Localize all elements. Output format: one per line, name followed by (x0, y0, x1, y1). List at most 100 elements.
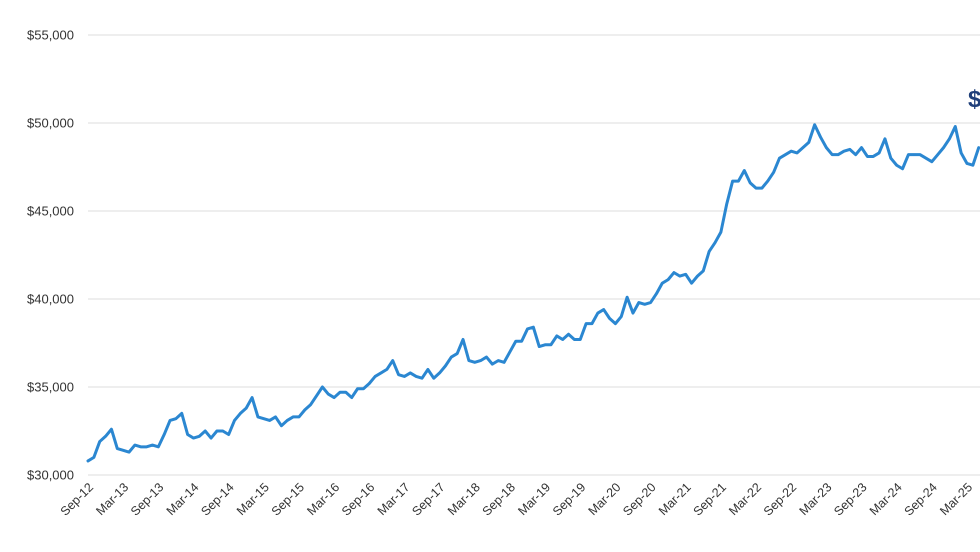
data-point (573, 338, 576, 341)
data-point (391, 359, 394, 362)
x-tick-label: Sep-12 (58, 480, 96, 518)
data-point (590, 322, 594, 325)
data-point (602, 308, 605, 311)
data-point (297, 415, 301, 419)
x-tick-label: Sep-13 (128, 480, 166, 518)
data-point (584, 322, 588, 325)
data-point (291, 415, 295, 419)
data-point (655, 292, 658, 295)
data-point (748, 181, 752, 185)
data-point (561, 338, 564, 341)
data-point (180, 412, 183, 415)
y-tick-label: $55,000 (27, 28, 74, 43)
data-point (661, 281, 664, 285)
data-point (625, 296, 629, 299)
data-point (596, 311, 600, 315)
data-point (157, 445, 160, 449)
data-point (162, 433, 166, 436)
data-point (502, 361, 506, 364)
data-point (954, 125, 957, 128)
data-point (649, 301, 652, 304)
data-point (362, 387, 365, 390)
data-point (971, 164, 975, 167)
data-point (121, 449, 125, 452)
data-point (280, 424, 283, 427)
data-point (92, 456, 96, 459)
data-point (473, 361, 476, 364)
data-point (719, 230, 723, 234)
data-point (444, 364, 447, 368)
data-point (543, 343, 547, 346)
data-point (555, 334, 558, 338)
end-value-label: $ (968, 86, 980, 113)
data-point (145, 445, 148, 449)
x-tick-label: Sep-14 (198, 480, 236, 518)
data-point (895, 164, 898, 167)
x-tick-label: Sep-17 (409, 480, 447, 518)
x-tick-label: Sep-23 (831, 480, 869, 518)
data-point (204, 429, 207, 433)
x-tick-label: Mar-20 (586, 480, 624, 518)
data-point (696, 274, 699, 278)
data-point (373, 375, 377, 378)
x-tick-label: Sep-22 (761, 480, 799, 518)
x-tick-label: Mar-23 (797, 480, 835, 518)
data-point (127, 450, 131, 454)
data-point (368, 382, 371, 385)
data-point (526, 327, 529, 331)
data-point (614, 322, 617, 325)
data-point (332, 396, 336, 399)
data-point (737, 179, 740, 183)
data-point (766, 179, 769, 183)
data-point (397, 373, 400, 376)
data-point (532, 325, 535, 329)
data-point (467, 359, 471, 362)
data-point (942, 146, 945, 149)
data-point (309, 403, 312, 406)
data-point (420, 377, 424, 380)
data-point (831, 153, 834, 156)
x-tick-label: Mar-19 (515, 480, 553, 518)
data-point (233, 419, 236, 422)
gridlines (88, 34, 980, 476)
data-point (350, 396, 353, 399)
x-tick-label: Sep-16 (339, 480, 377, 518)
data-point (725, 202, 728, 206)
x-tick-label: Sep-21 (691, 480, 729, 518)
data-point (168, 419, 172, 422)
data-point (227, 433, 230, 436)
data-point (860, 146, 863, 149)
x-tick-label: Sep-19 (550, 480, 588, 518)
y-tick-label: $45,000 (27, 204, 74, 219)
data-point (549, 343, 553, 346)
data-point (889, 157, 893, 160)
data-point (104, 435, 107, 438)
data-point (713, 241, 717, 244)
data-point (198, 435, 201, 438)
x-tick-label: Mar-16 (304, 480, 342, 518)
data-point (245, 406, 248, 410)
data-point (262, 417, 265, 420)
data-point (977, 146, 980, 149)
data-point (801, 146, 805, 149)
data-point (901, 167, 904, 170)
data-point (778, 157, 781, 160)
data-point (690, 281, 693, 285)
data-point (344, 391, 348, 394)
data-point (221, 429, 224, 433)
data-point (116, 447, 119, 450)
data-point (455, 352, 459, 355)
data-point (608, 317, 611, 320)
data-point (825, 146, 828, 149)
data-point (192, 436, 195, 440)
x-tick-label: Mar-15 (234, 480, 272, 518)
data-point (666, 278, 670, 281)
data-point (268, 419, 271, 422)
data-point (854, 153, 857, 156)
data-point (936, 153, 939, 156)
data-point (256, 415, 260, 419)
y-tick-label: $50,000 (27, 116, 74, 131)
data-point (930, 160, 934, 163)
x-tick-label: Mar-21 (656, 480, 694, 518)
